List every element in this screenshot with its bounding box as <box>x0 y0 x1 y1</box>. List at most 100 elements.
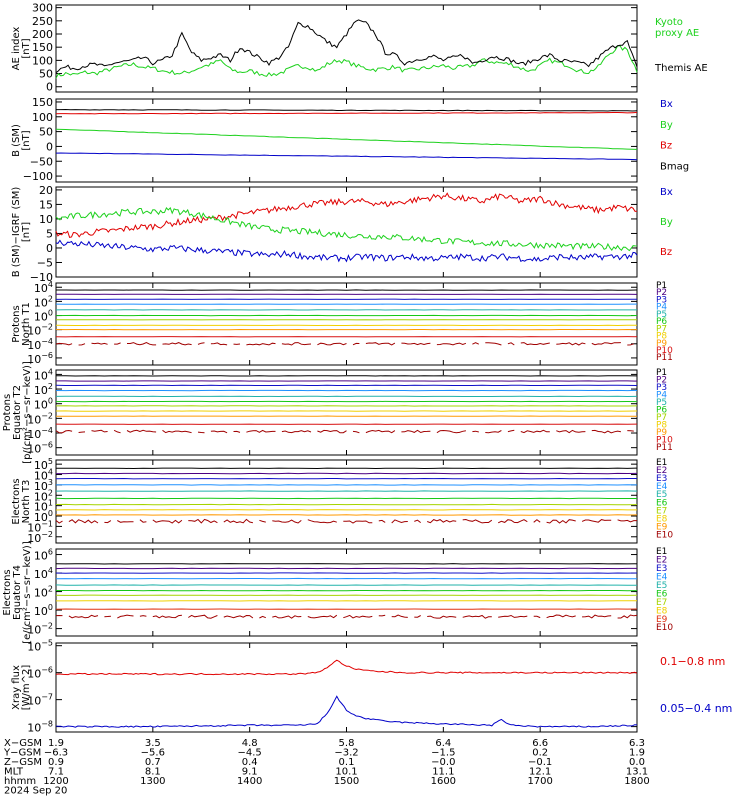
y-tick-label: 100 <box>34 603 53 618</box>
plot-area <box>55 467 638 524</box>
y-tick-label: 10 <box>39 213 53 226</box>
y-axis-label: Protons <box>11 305 22 342</box>
plot-area <box>55 19 638 79</box>
x-row-value: 11.1 <box>432 767 454 778</box>
y-tick-label: 10−2 <box>27 411 53 426</box>
series-bz <box>55 111 638 115</box>
x-row-value: 0.9 <box>48 757 64 768</box>
y-tick-label: 10−6 <box>27 351 53 366</box>
series-themis-ae <box>55 19 638 74</box>
legend-item: P9 <box>656 428 667 438</box>
x-row-value: 12.1 <box>529 767 551 778</box>
legend-item: P2 <box>656 376 667 386</box>
legend-item: P3 <box>656 383 667 393</box>
legend-item: E4 <box>656 572 668 582</box>
legend-item: E5 <box>656 490 667 500</box>
date-label: 2024 Sep 20 <box>4 786 67 797</box>
y-tick-label: 250 <box>32 15 53 28</box>
y-axis-label: Protons <box>2 394 13 431</box>
legend-item: P4 <box>656 391 667 401</box>
y-tick-label: 15 <box>39 198 53 211</box>
x-row-label: Z−GSM <box>4 757 42 768</box>
x-row-value: 8.1 <box>145 767 161 778</box>
y-tick-label: 10−5 <box>27 639 53 654</box>
legend-item: E10 <box>656 623 673 633</box>
legend-item: P3 <box>656 295 667 305</box>
legend-item: E7 <box>656 506 667 516</box>
y-tick-label: 100 <box>34 309 53 324</box>
level-line-e10 <box>55 614 638 619</box>
level-line-p11 <box>55 342 634 346</box>
y-tick-label: 104 <box>34 566 53 581</box>
legend-item: P5 <box>656 310 667 320</box>
x-row-value: 0.2 <box>532 748 548 759</box>
y-axis-label: [nT] <box>21 222 32 242</box>
x-row-value: 1400 <box>237 776 262 787</box>
legend-item: By <box>660 120 673 131</box>
y-tick-label: 0 <box>46 242 53 255</box>
x-axis-annotations: X−GSM 1.9 3.5 4.8 5.8 6.4 6.6 6.3 Y−GSM −6.3 −5.6 −… <box>3 738 650 797</box>
y-tick-label: 104 <box>34 280 53 295</box>
plot-area <box>55 659 638 728</box>
x-row-label: hhmm <box>4 776 36 787</box>
y-tick-label: 10−2 <box>27 530 53 545</box>
y-tick-label: 20 <box>39 184 53 197</box>
y-tick-label: 10−2 <box>27 622 53 637</box>
panel-frame <box>55 98 638 183</box>
legend-item: E6 <box>656 589 668 599</box>
x-row-value: 1300 <box>140 776 165 787</box>
legend: 0.1−0.8 nm 0.05−0.4 nm <box>660 655 732 715</box>
panel-xray: 10−5 10−6 10−7 10−8 Xray flux [W/m^2] 0.1−0.8 … <box>11 639 732 735</box>
panel-bsm: 150 100 500 −50 −100 B (SM) [nT] Bx By Bz Bmag <box>11 96 689 183</box>
y-tick-label: 10−8 <box>27 720 53 735</box>
panel-et4: 106 104 102 100 10−2 Electrons Equator T4 [e/(c… <box>2 541 673 644</box>
legend-item: By <box>660 217 673 228</box>
y-tick-label: 100 <box>32 54 53 67</box>
y-axis-label: North T3 <box>21 480 32 524</box>
legend-item: P8 <box>656 421 667 431</box>
y-axis-label: Electrons <box>2 569 13 615</box>
legend-item: 0.1−0.8 nm <box>660 655 725 668</box>
y-axis-label: Xray flux <box>11 665 22 710</box>
series-bx <box>55 239 638 263</box>
panel-frame <box>55 369 638 456</box>
legend-item: E3 <box>656 564 667 574</box>
y-axis-label: B (SM)−IGRF (SM) <box>11 187 22 278</box>
x-row-value: 10.1 <box>335 767 357 778</box>
panel-frame <box>55 459 638 544</box>
y-axis-label: [p/(cm²−s−sr−keV)] <box>22 361 33 464</box>
legend-item: E9 <box>656 615 668 625</box>
y-axis-label: Equator T2 <box>12 385 23 440</box>
y-tick-label: 102 <box>34 585 53 600</box>
legend-item: Themis AE <box>654 63 708 74</box>
x-row-value: 1600 <box>431 776 456 787</box>
y-tick-label: 10−4 <box>27 426 53 441</box>
y-tick-label: 50 <box>39 126 53 139</box>
series-0-05-0-4-nm <box>55 695 638 728</box>
series-by <box>55 128 638 150</box>
y-axis-label: Electrons <box>11 478 22 524</box>
plot-area <box>55 192 638 263</box>
x-row-value: 1800 <box>624 776 649 787</box>
x-row-value: 1700 <box>527 776 552 787</box>
x-row-value: 3.5 <box>145 738 161 749</box>
y-tick-label: 101 <box>34 499 53 514</box>
legend-item: P7 <box>656 324 667 334</box>
legend-item: P1 <box>656 281 667 291</box>
legend-item: Bz <box>660 247 672 258</box>
legend-item: E1 <box>656 547 667 557</box>
y-tick-label: 102 <box>34 294 53 309</box>
y-tick-label: −50 <box>30 155 53 168</box>
y-tick-label: 105 <box>34 457 53 472</box>
panel-frame <box>55 642 638 733</box>
y-axis-label: [nT] <box>21 130 32 150</box>
legend-item: P1 <box>656 368 667 378</box>
y-tick-label: 10−6 <box>27 441 53 456</box>
x-row-value: −1.5 <box>431 748 455 759</box>
y-tick-label: −5 <box>37 256 53 269</box>
panel-frame <box>55 4 638 93</box>
